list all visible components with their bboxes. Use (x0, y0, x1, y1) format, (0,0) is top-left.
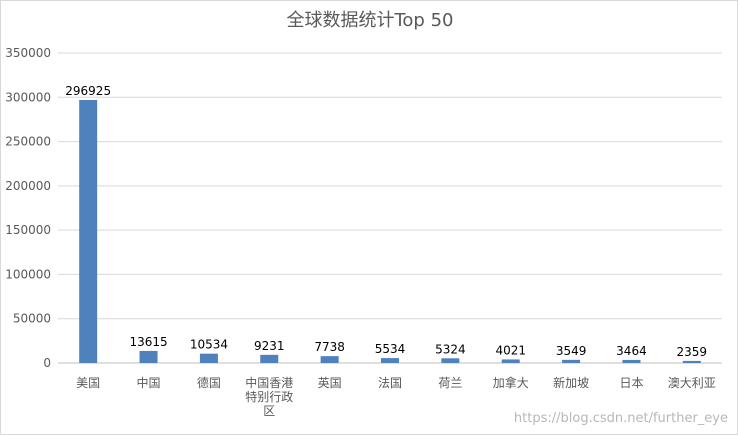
data-label: 2359 (677, 345, 708, 359)
y-tick-label: 100000 (5, 267, 51, 281)
x-tick-label: 德国 (197, 375, 221, 390)
bar (682, 360, 701, 363)
bar (79, 100, 98, 364)
data-label: 3464 (616, 344, 647, 358)
chart-title: 全球数据统计Top 50 (286, 10, 453, 31)
bar (562, 359, 581, 363)
x-tick-label: 中国 (137, 375, 161, 390)
watermark: https://blog.csdn.net/further_eye (514, 411, 728, 426)
x-tick-label: 加拿大 (493, 375, 529, 390)
y-tick-label: 200000 (5, 179, 51, 193)
y-tick-label: 300000 (5, 90, 51, 104)
data-label: 4021 (495, 343, 526, 357)
data-label: 9231 (254, 339, 285, 353)
y-tick-label: 0 (43, 356, 51, 370)
data-label: 10534 (190, 338, 228, 352)
data-label: 13615 (129, 335, 167, 349)
bars (79, 100, 701, 364)
bar (260, 354, 279, 363)
y-tick-label: 50000 (13, 312, 51, 326)
data-label: 3549 (556, 344, 587, 358)
data-label: 5324 (435, 342, 466, 356)
y-tick-label: 150000 (5, 223, 51, 237)
bar (501, 359, 520, 363)
grid-lines (58, 52, 722, 364)
bar (139, 350, 158, 363)
x-tick-label: 中国香港特别行政区 (245, 375, 293, 418)
data-label: 5534 (375, 342, 406, 356)
data-labels: 296925 13615 10534 9231 7738 5534 5324 4021 3549… (65, 84, 707, 359)
bar (441, 358, 460, 363)
x-tick-label: 英国 (318, 376, 342, 390)
data-label: 296925 (65, 84, 111, 98)
x-tick-label: 荷兰 (438, 376, 462, 390)
bar (320, 356, 339, 363)
x-tick-label: 日本 (619, 376, 643, 390)
bar (381, 358, 399, 363)
data-label: 7738 (314, 340, 345, 354)
x-tick-label: 新加坡 (553, 375, 589, 390)
y-tick-label: 250000 (5, 135, 51, 149)
x-axis-ticks: 美国 中国 德国 中国香港特别行政区 英国 法国 荷兰 加拿大 新加坡 日本 澳大利亚 (76, 375, 716, 418)
y-tick-label: 350000 (5, 46, 51, 60)
x-tick-label: 美国 (76, 376, 100, 390)
bar (622, 359, 641, 363)
x-tick-label: 法国 (378, 376, 402, 390)
y-axis-ticks: 0 50000 100000 150000 200000 250000 300000 3500… (5, 46, 51, 370)
bar (199, 353, 218, 363)
x-tick-label: 澳大利亚 (668, 376, 716, 390)
